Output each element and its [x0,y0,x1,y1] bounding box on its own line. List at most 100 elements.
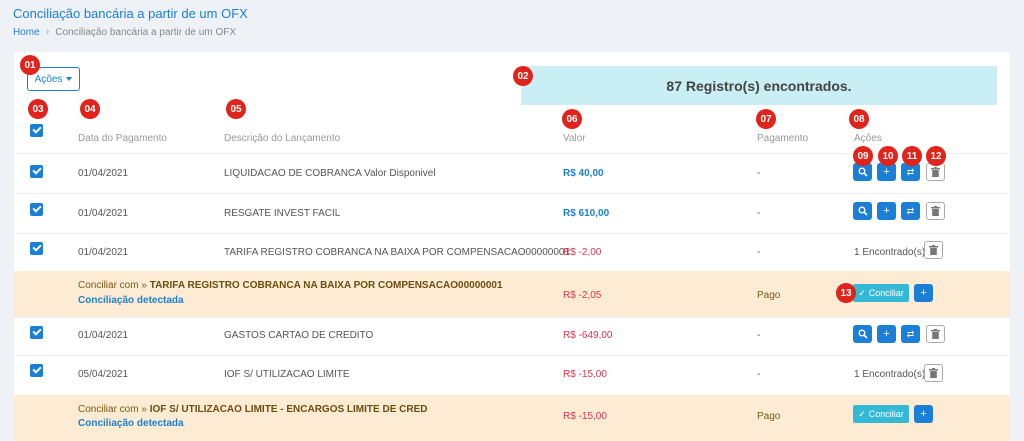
chevron-right-icon: › [45,26,50,38]
row-checkbox[interactable] [30,326,43,339]
annotation-badge: 04 [80,99,100,119]
row-checkbox[interactable] [30,203,43,216]
annotation-badge: 03 [28,99,48,119]
annotation-badge: 01 [20,55,40,75]
reconcile-row [14,395,1010,441]
table-row [14,317,1010,355]
reconcile-match: IOF S/ UTILIZACAO LIMITE - ENCARGOS LIMI… [149,404,428,415]
trash-icon [929,368,938,378]
check-icon: ✓ [858,287,866,298]
trash-icon [931,329,940,339]
table-row [14,355,1010,395]
delete-button[interactable] [924,364,943,382]
plus-icon: + [920,408,927,420]
annotation-badge: 02 [513,66,533,86]
row-value: R$ 610,00 [563,208,610,219]
reconcile-title: Conciliar com » TARIFA REGISTRO COBRANCA… [78,280,503,291]
reconcile-title: Conciliar com » IOF S/ UTILIZACAO LIMITE… [78,404,427,415]
search-button[interactable] [853,202,872,220]
add-button[interactable]: + [914,284,933,302]
search-icon [858,329,868,339]
add-button[interactable]: + [877,163,896,181]
select-all-checkbox[interactable] [30,124,43,137]
found-count: 1 Encontrado(s) [854,247,926,258]
reconcile-detected-link[interactable]: Conciliação detectada [78,418,184,429]
search-button[interactable] [853,325,872,343]
row-description: TARIFA REGISTRO COBRANCA NA BAIXA POR CO… [224,247,571,258]
row-date: 05/04/2021 [78,369,129,380]
plus-icon: + [883,205,890,217]
annotation-badge: 11 [902,146,922,166]
annotation-badge: 10 [878,146,898,166]
search-button[interactable] [853,163,872,181]
row-value: R$ -649,00 [563,330,613,341]
add-button[interactable]: + [877,325,896,343]
row-payment: Pago [757,411,781,422]
trash-icon [931,206,940,216]
plus-icon: + [883,328,890,340]
table-row [14,193,1010,233]
row-value: R$ -15,00 [563,369,607,380]
trash-icon [931,167,940,177]
row-value: R$ -2,05 [563,290,602,301]
page-title: Conciliação bancária a partir de um OFX [13,6,248,21]
col-header-pagamento: Pagamento [757,133,809,144]
reconcile-prefix: Conciliar com » [78,280,147,291]
annotation-badge: 06 [562,109,582,129]
col-header-valor: Valor [563,133,586,144]
row-payment: - [757,369,761,380]
reconcile-prefix: Conciliar com » [78,404,147,415]
delete-button[interactable] [926,202,945,220]
delete-button[interactable] [926,325,945,343]
annotation-badge: 05 [226,99,246,119]
row-value: R$ -15,00 [563,411,607,422]
annotation-badge: 08 [849,109,869,129]
search-icon [858,206,868,216]
row-checkbox[interactable] [30,364,43,377]
row-description: GASTOS CARTAO DE CREDITO [224,330,374,341]
row-value: R$ 40,00 [563,168,604,179]
add-button[interactable]: + [877,202,896,220]
plus-icon: + [883,166,890,178]
conciliar-label: Conciliar [868,288,904,298]
row-payment: - [757,168,761,179]
row-date: 01/04/2021 [78,208,129,219]
reconcile-match: TARIFA REGISTRO COBRANCA NA BAIXA POR CO… [149,280,503,291]
swap-icon: ⇄ [906,328,915,339]
transfer-button[interactable]: ⇄ [901,163,920,181]
plus-icon: + [920,287,927,299]
transfer-button[interactable]: ⇄ [901,202,920,220]
breadcrumb: Home › Conciliação bancária a partir de … [13,26,236,38]
table-row [14,153,1010,193]
conciliar-button[interactable]: ✓ Conciliar [853,284,909,302]
col-header-data: Data do Pagamento [78,133,167,144]
delete-button[interactable] [924,241,943,259]
breadcrumb-current: Conciliação bancária a partir de um OFX [55,26,236,38]
add-button[interactable]: + [914,405,933,423]
row-payment: - [757,247,761,258]
col-header-acoes: Ações [854,133,882,144]
col-header-descricao: Descrição do Lançamento [224,133,341,144]
records-found-banner: 87 Registro(s) encontrados. [521,66,997,105]
breadcrumb-home[interactable]: Home [13,26,40,38]
row-checkbox[interactable] [30,242,43,255]
transfer-button[interactable]: ⇄ [901,325,920,343]
row-date: 01/04/2021 [78,330,129,341]
annotation-badge: 07 [756,109,776,129]
swap-icon: ⇄ [906,205,915,216]
row-payment: Pago [757,290,781,301]
acoes-label: Ações [34,73,63,85]
trash-icon [929,245,938,255]
check-icon: ✓ [858,408,866,419]
main-card [14,52,1010,441]
conciliar-button[interactable]: ✓ Conciliar [853,405,909,423]
row-description: IOF S/ UTILIZACAO LIMITE [224,369,350,380]
annotation-badge: 12 [926,146,946,166]
conciliar-label: Conciliar [868,409,904,419]
row-checkbox[interactable] [30,165,43,178]
annotation-badge: 09 [853,146,873,166]
found-count: 1 Encontrado(s) [854,369,926,380]
reconcile-detected-link[interactable]: Conciliação detectada [78,295,184,306]
caret-down-icon [66,77,73,81]
row-payment: - [757,330,761,341]
